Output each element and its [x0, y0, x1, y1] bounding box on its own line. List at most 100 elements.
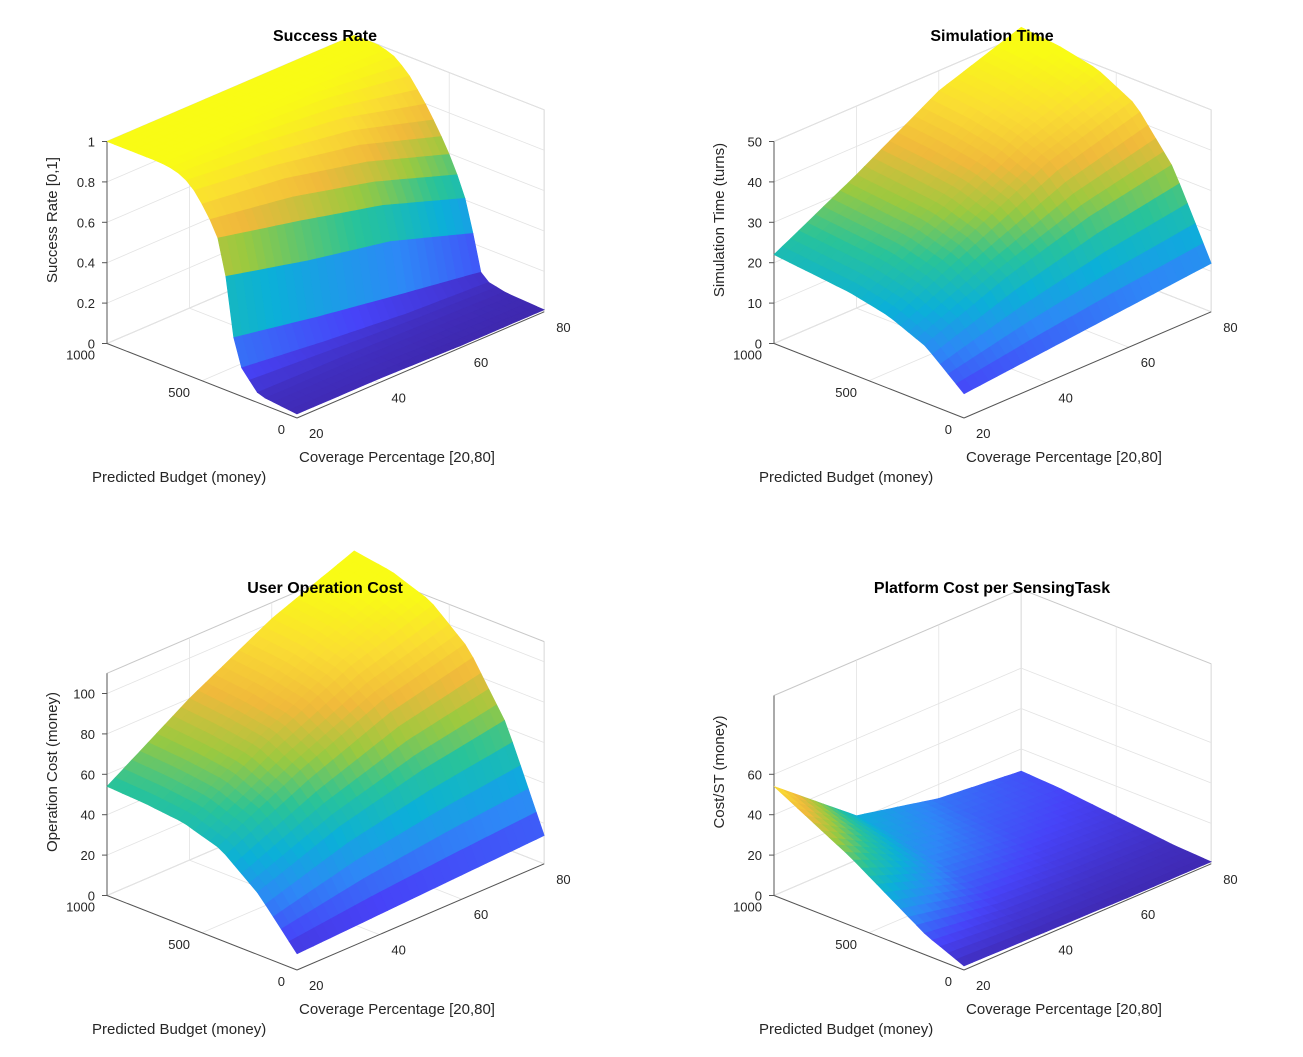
- x-tick-label: 20: [309, 978, 323, 993]
- y-tick-label: 0: [278, 974, 285, 989]
- y-tick-label: 0: [945, 422, 952, 437]
- x-axis-line: [296, 311, 545, 419]
- y-tick-label: 1000: [733, 900, 762, 915]
- x-tick-label: 40: [1058, 391, 1072, 406]
- x-axis-label: Coverage Percentage [20,80]: [299, 1001, 495, 1018]
- z-tick-label: 1: [88, 135, 95, 150]
- z-axis-label: Operation Cost (money): [44, 692, 61, 852]
- z-tick-label: 50: [748, 135, 762, 150]
- x-axis-label: Coverage Percentage [20,80]: [299, 449, 495, 466]
- z-axis-label: Simulation Time (turns): [711, 143, 728, 297]
- surface-patch: [955, 378, 973, 395]
- chart-title: Platform Cost per SensingTask: [874, 580, 1110, 597]
- z-tick-label: 40: [81, 808, 95, 823]
- y-axis-line: [773, 343, 965, 419]
- z-tick-label: 10: [748, 296, 762, 311]
- surface-patch: [955, 955, 973, 967]
- z-tick-label: 0: [755, 337, 762, 352]
- z-tick-label: 20: [81, 848, 95, 863]
- x-tick-label: 20: [976, 978, 990, 993]
- y-tick-label: 500: [168, 385, 190, 400]
- z-tick-label: 60: [81, 767, 95, 782]
- x-tick-label: 80: [1223, 320, 1237, 335]
- y-axis-line: [106, 895, 298, 971]
- x-tick-label: 60: [1141, 355, 1155, 370]
- y-axis-line: [773, 895, 965, 971]
- z-axis-label: Success Rate [0,1]: [44, 157, 61, 283]
- x-tick-label: 60: [474, 907, 488, 922]
- surface: [773, 770, 1212, 967]
- y-tick-label: 1000: [66, 348, 95, 363]
- z-tick-label: 0: [88, 337, 95, 352]
- z-tick-label: 30: [748, 215, 762, 230]
- y-axis-label: Predicted Budget (money): [759, 1021, 933, 1038]
- y-axis-line: [106, 343, 298, 419]
- x-tick-label: 20: [309, 426, 323, 441]
- surface-patch: [288, 936, 306, 955]
- grid-line: [1021, 708, 1212, 784]
- z-tick-label: 100: [73, 687, 95, 702]
- z-tick-label: 20: [748, 256, 762, 271]
- success-rate-panel: 0 0.2 0.4 0.6 0.8 1 0 500 1000 20 40 60 80 Success Ra…: [44, 28, 571, 486]
- z-tick-label: 0.6: [77, 215, 95, 230]
- x-tick-label: 40: [1058, 943, 1072, 958]
- y-tick-label: 0: [278, 422, 285, 437]
- z-axis-label: Cost/ST (money): [711, 715, 728, 828]
- surface: [106, 550, 545, 955]
- y-tick-label: 1000: [733, 348, 762, 363]
- x-axis-line: [296, 863, 545, 971]
- y-axis-label: Predicted Budget (money): [92, 1021, 266, 1038]
- y-tick-label: 0: [945, 974, 952, 989]
- grid-line: [354, 34, 545, 111]
- chart-title: Success Rate: [273, 28, 377, 45]
- z-tick-label: 0: [88, 889, 95, 904]
- z-tick-label: 0: [755, 889, 762, 904]
- surface-patch: [288, 406, 306, 415]
- x-axis-label: Coverage Percentage [20,80]: [966, 449, 1162, 466]
- grid-line: [1021, 748, 1212, 824]
- x-tick-label: 20: [976, 426, 990, 441]
- z-tick-label: 0.2: [77, 296, 95, 311]
- x-axis-label: Coverage Percentage [20,80]: [966, 1001, 1162, 1018]
- y-tick-label: 500: [835, 385, 857, 400]
- tick-labels: 0 20 40 60 0 500 1000 20 40 60 80: [733, 767, 1238, 993]
- axis-edge: [773, 588, 1022, 696]
- grid-line: [773, 667, 1022, 775]
- z-tick-label: 0.8: [77, 175, 95, 190]
- y-tick-label: 500: [835, 937, 857, 952]
- x-tick-label: 60: [1141, 907, 1155, 922]
- x-tick-label: 40: [391, 943, 405, 958]
- y-axis-label: Predicted Budget (money): [92, 469, 266, 486]
- grid-line: [773, 708, 1022, 816]
- platform-cost-panel: 0 20 40 60 0 500 1000 20 40 60 80 Platform Cost per…: [711, 580, 1238, 1038]
- grid-line: [773, 748, 1022, 856]
- x-axis-line: [963, 863, 1212, 971]
- chart-title: User Operation Cost: [247, 580, 403, 597]
- z-tick-label: 0.4: [77, 256, 95, 271]
- x-tick-label: 80: [1223, 872, 1237, 887]
- x-tick-label: 40: [391, 391, 405, 406]
- tick-labels: 0 0.2 0.4 0.6 0.8 1 0 500 1000 20 40 60 80: [66, 135, 571, 442]
- y-tick-label: 500: [168, 937, 190, 952]
- chart-title: Simulation Time: [930, 28, 1053, 45]
- z-tick-label: 40: [748, 175, 762, 190]
- x-tick-label: 80: [556, 320, 570, 335]
- surface: [106, 34, 545, 415]
- z-tick-label: 40: [748, 808, 762, 823]
- z-tick-label: 80: [81, 727, 95, 742]
- y-tick-label: 1000: [66, 900, 95, 915]
- grid-line: [1021, 667, 1212, 743]
- z-tick-label: 20: [748, 848, 762, 863]
- x-axis-line: [963, 311, 1212, 419]
- grid-line: [773, 34, 1022, 142]
- x-tick-label: 60: [474, 355, 488, 370]
- y-axis-label: Predicted Budget (money): [759, 469, 933, 486]
- x-tick-label: 80: [556, 872, 570, 887]
- z-tick-label: 60: [748, 767, 762, 782]
- surface: [773, 26, 1212, 395]
